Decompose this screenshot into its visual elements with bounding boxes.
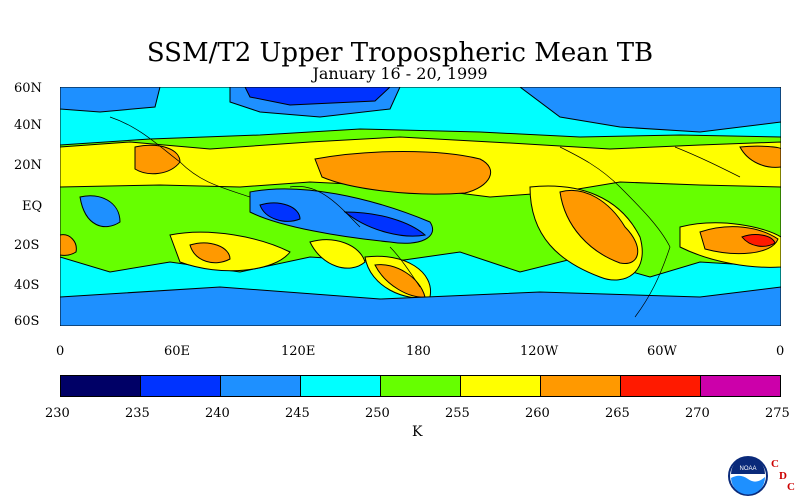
- cdc-letter: C: [787, 481, 795, 493]
- lon-label: 60E: [164, 344, 191, 359]
- cdc-letter: D: [779, 470, 787, 482]
- field-240-cold: [60, 87, 161, 113]
- field-240-cold: [519, 87, 781, 133]
- field-260-core: [314, 151, 492, 195]
- lat-label: 60N: [14, 81, 42, 96]
- field-235-cold: [343, 211, 427, 237]
- lat-label: 40S: [14, 278, 40, 293]
- colorbar-tick-label: 245: [285, 406, 310, 421]
- field-235-cold: [259, 202, 301, 222]
- colorbar-swatch: [140, 375, 221, 397]
- lat-label: 40N: [14, 118, 42, 133]
- colorbar-unit: K: [412, 424, 423, 440]
- field-265-core: [741, 234, 776, 247]
- colorbar-tick-label: 255: [445, 406, 470, 421]
- field-260-core: [739, 145, 781, 168]
- colorbar-tick-label: 250: [365, 406, 390, 421]
- colorbar-swatch: [620, 375, 701, 397]
- lon-label: 0: [56, 344, 65, 359]
- colorbar-swatch: [540, 375, 621, 397]
- lat-label: EQ: [22, 199, 43, 214]
- field-240-cold: [60, 286, 781, 326]
- field-240-cold: [79, 195, 121, 228]
- cdc-letter: C: [771, 458, 779, 470]
- colorbar-swatch: [380, 375, 461, 397]
- field-235-cold: [244, 87, 391, 106]
- lon-label: 120W: [520, 344, 559, 359]
- lat-label: 20S: [14, 238, 40, 253]
- colorbar-swatch: [60, 375, 141, 397]
- coastline: [109, 116, 741, 318]
- chart-subtitle: January 16 - 20, 1999: [312, 64, 488, 83]
- colorbar-tick-label: 240: [205, 406, 230, 421]
- field-260-core: [699, 226, 779, 255]
- field-255-patch: [309, 239, 366, 269]
- colorbar-swatch: [460, 375, 541, 397]
- field-260-core: [559, 190, 639, 264]
- colorbar-tick-label: 270: [685, 406, 710, 421]
- field-260-core: [60, 234, 77, 256]
- chart-title: SSM/T2 Upper Tropospheric Mean TB: [146, 38, 654, 68]
- field-255-patch: [169, 231, 291, 272]
- lat-label: 20N: [14, 158, 42, 173]
- colorbar-swatch: [220, 375, 301, 397]
- colorbar-swatch: [700, 375, 781, 397]
- lon-label: 60W: [647, 344, 677, 359]
- colorbar-swatch: [300, 375, 381, 397]
- colorbar-tick-label: 235: [125, 406, 150, 421]
- noaa-emblem-text: NOAA: [739, 466, 756, 472]
- noaa-cdc-logo: NOAA C D C: [728, 456, 795, 496]
- lon-label: 180: [406, 344, 431, 359]
- lon-label: 0: [776, 344, 785, 359]
- colorbar-tick-label: 230: [45, 406, 70, 421]
- field-260-core: [189, 242, 231, 264]
- colorbar-tick-label: 265: [605, 406, 630, 421]
- colorbar: [60, 375, 781, 397]
- tb-map: [60, 87, 781, 326]
- colorbar-tick-label: 275: [765, 406, 790, 421]
- lon-label: 120E: [281, 344, 316, 359]
- lat-label: 60S: [14, 314, 40, 329]
- colorbar-tick-label: 260: [525, 406, 550, 421]
